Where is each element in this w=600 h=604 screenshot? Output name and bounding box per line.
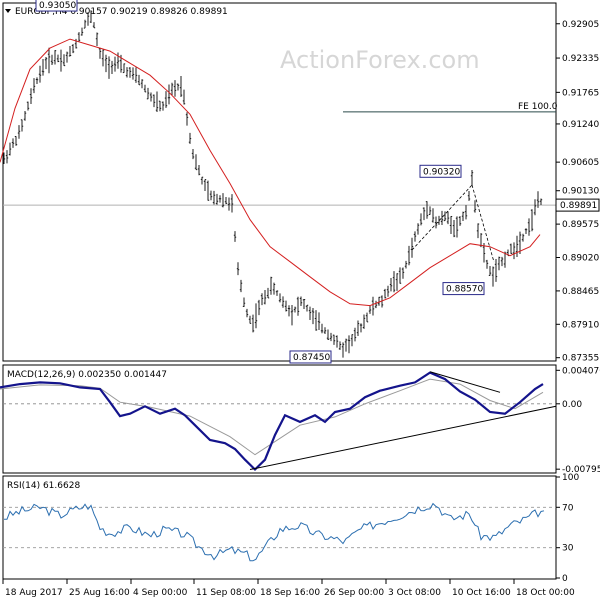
macd-trendlines — [249, 371, 557, 471]
macd-y-ticks: 0.004076 0.00 -0.007956 — [556, 366, 600, 475]
price-bars — [2, 10, 543, 358]
last-price-label: 0.89891 — [560, 201, 597, 211]
macd-tick-label: -0.007956 — [562, 465, 600, 475]
macd-tick-label: 0.00 — [562, 400, 582, 410]
annotation-box — [442, 282, 485, 296]
rsi-tick-label: 70 — [562, 503, 574, 513]
annotation-label: 0.87450 — [293, 353, 330, 363]
price-tick-label: 0.87355 — [562, 354, 599, 364]
price-tick-label: 0.90130 — [562, 187, 599, 197]
x-axis-ticks: 18 Aug 2017 25 Aug 16:00 4 Sep 00:00 11 Sep… — [2, 579, 575, 598]
annotation-label: 0.93050 — [39, 1, 76, 11]
last-price-box — [555, 198, 600, 212]
price-tick-label: 0.88465 — [562, 287, 599, 297]
macd-trendline — [249, 405, 557, 471]
x-tick-label: 18 Sep 16:00 — [260, 588, 320, 598]
price-y-ticks: 0.92905 0.92335 0.91765 0.91240 0.90605 0.901… — [556, 20, 599, 364]
x-tick-label: 25 Aug 16:00 — [69, 588, 130, 598]
price-tick-label: 0.91240 — [562, 120, 599, 130]
x-tick-label: 4 Sep 00:00 — [133, 588, 188, 598]
macd-title: MACD(12,26,9) 0.002350 0.001447 — [7, 370, 167, 380]
title-arrow-icon — [5, 9, 11, 13]
price-panel — [2, 2, 557, 362]
rsi-tick-label: 30 — [562, 544, 574, 554]
price-tick-label: 0.90605 — [562, 158, 599, 168]
price-tick-label: 0.89020 — [562, 254, 599, 264]
macd-panel — [2, 364, 557, 474]
annotation-box — [35, 0, 78, 12]
annotation-box — [419, 164, 462, 178]
x-tick-label: 26 Sep 00:00 — [324, 588, 384, 598]
x-tick-label: 3 Oct 08:00 — [388, 588, 441, 598]
macd-trendline — [429, 371, 501, 393]
wave-dashed-line-2 — [471, 184, 495, 263]
rsi-y-ticks: 100 70 30 0 — [556, 473, 579, 584]
annotation-box — [289, 350, 332, 364]
x-tick-label: 18 Oct 00:00 — [516, 588, 575, 598]
moving-average-line — [0, 38, 541, 307]
price-title: EURGBP,H4 0.90157 0.90219 0.89826 0.8989… — [15, 7, 228, 17]
rsi-line — [3, 502, 545, 562]
x-tick-label: 11 Sep 08:00 — [196, 588, 256, 598]
macd-tick-label: 0.004076 — [562, 366, 600, 376]
price-tick-label: 0.92905 — [562, 20, 599, 30]
price-tick-label: 0.91765 — [562, 88, 599, 98]
price-tick-label: 0.87910 — [562, 320, 599, 330]
price-tick-label: 0.89575 — [562, 220, 599, 230]
rsi-title: RSI(14) 61.6628 — [7, 481, 80, 491]
macd-line — [0, 371, 544, 472]
annotation-label: 0.90320 — [423, 167, 460, 177]
annotation-label: 0.88570 — [446, 285, 483, 295]
x-tick-label: 18 Aug 2017 — [5, 588, 63, 598]
rsi-tick-label: 0 — [562, 574, 568, 584]
price-annotations: 0.93050 0.87450 0.90320 0.88570 — [35, 0, 485, 364]
watermark: ActionForex.com — [280, 46, 480, 74]
rsi-panel — [2, 475, 557, 580]
rsi-tick-label: 100 — [562, 473, 579, 483]
fe-label: FE 100.0 — [518, 102, 558, 112]
x-tick-label: 10 Oct 16:00 — [452, 588, 511, 598]
price-tick-label: 0.92335 — [562, 54, 599, 64]
